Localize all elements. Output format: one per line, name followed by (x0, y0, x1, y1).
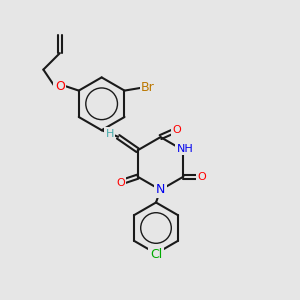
Text: O: O (197, 172, 206, 182)
Text: NH: NH (176, 144, 193, 154)
Text: H: H (106, 129, 114, 139)
Text: N: N (156, 183, 165, 196)
Text: O: O (116, 178, 125, 188)
Text: Cl: Cl (150, 248, 162, 262)
Text: O: O (55, 80, 65, 93)
Text: Br: Br (141, 81, 155, 94)
Text: O: O (172, 124, 182, 135)
